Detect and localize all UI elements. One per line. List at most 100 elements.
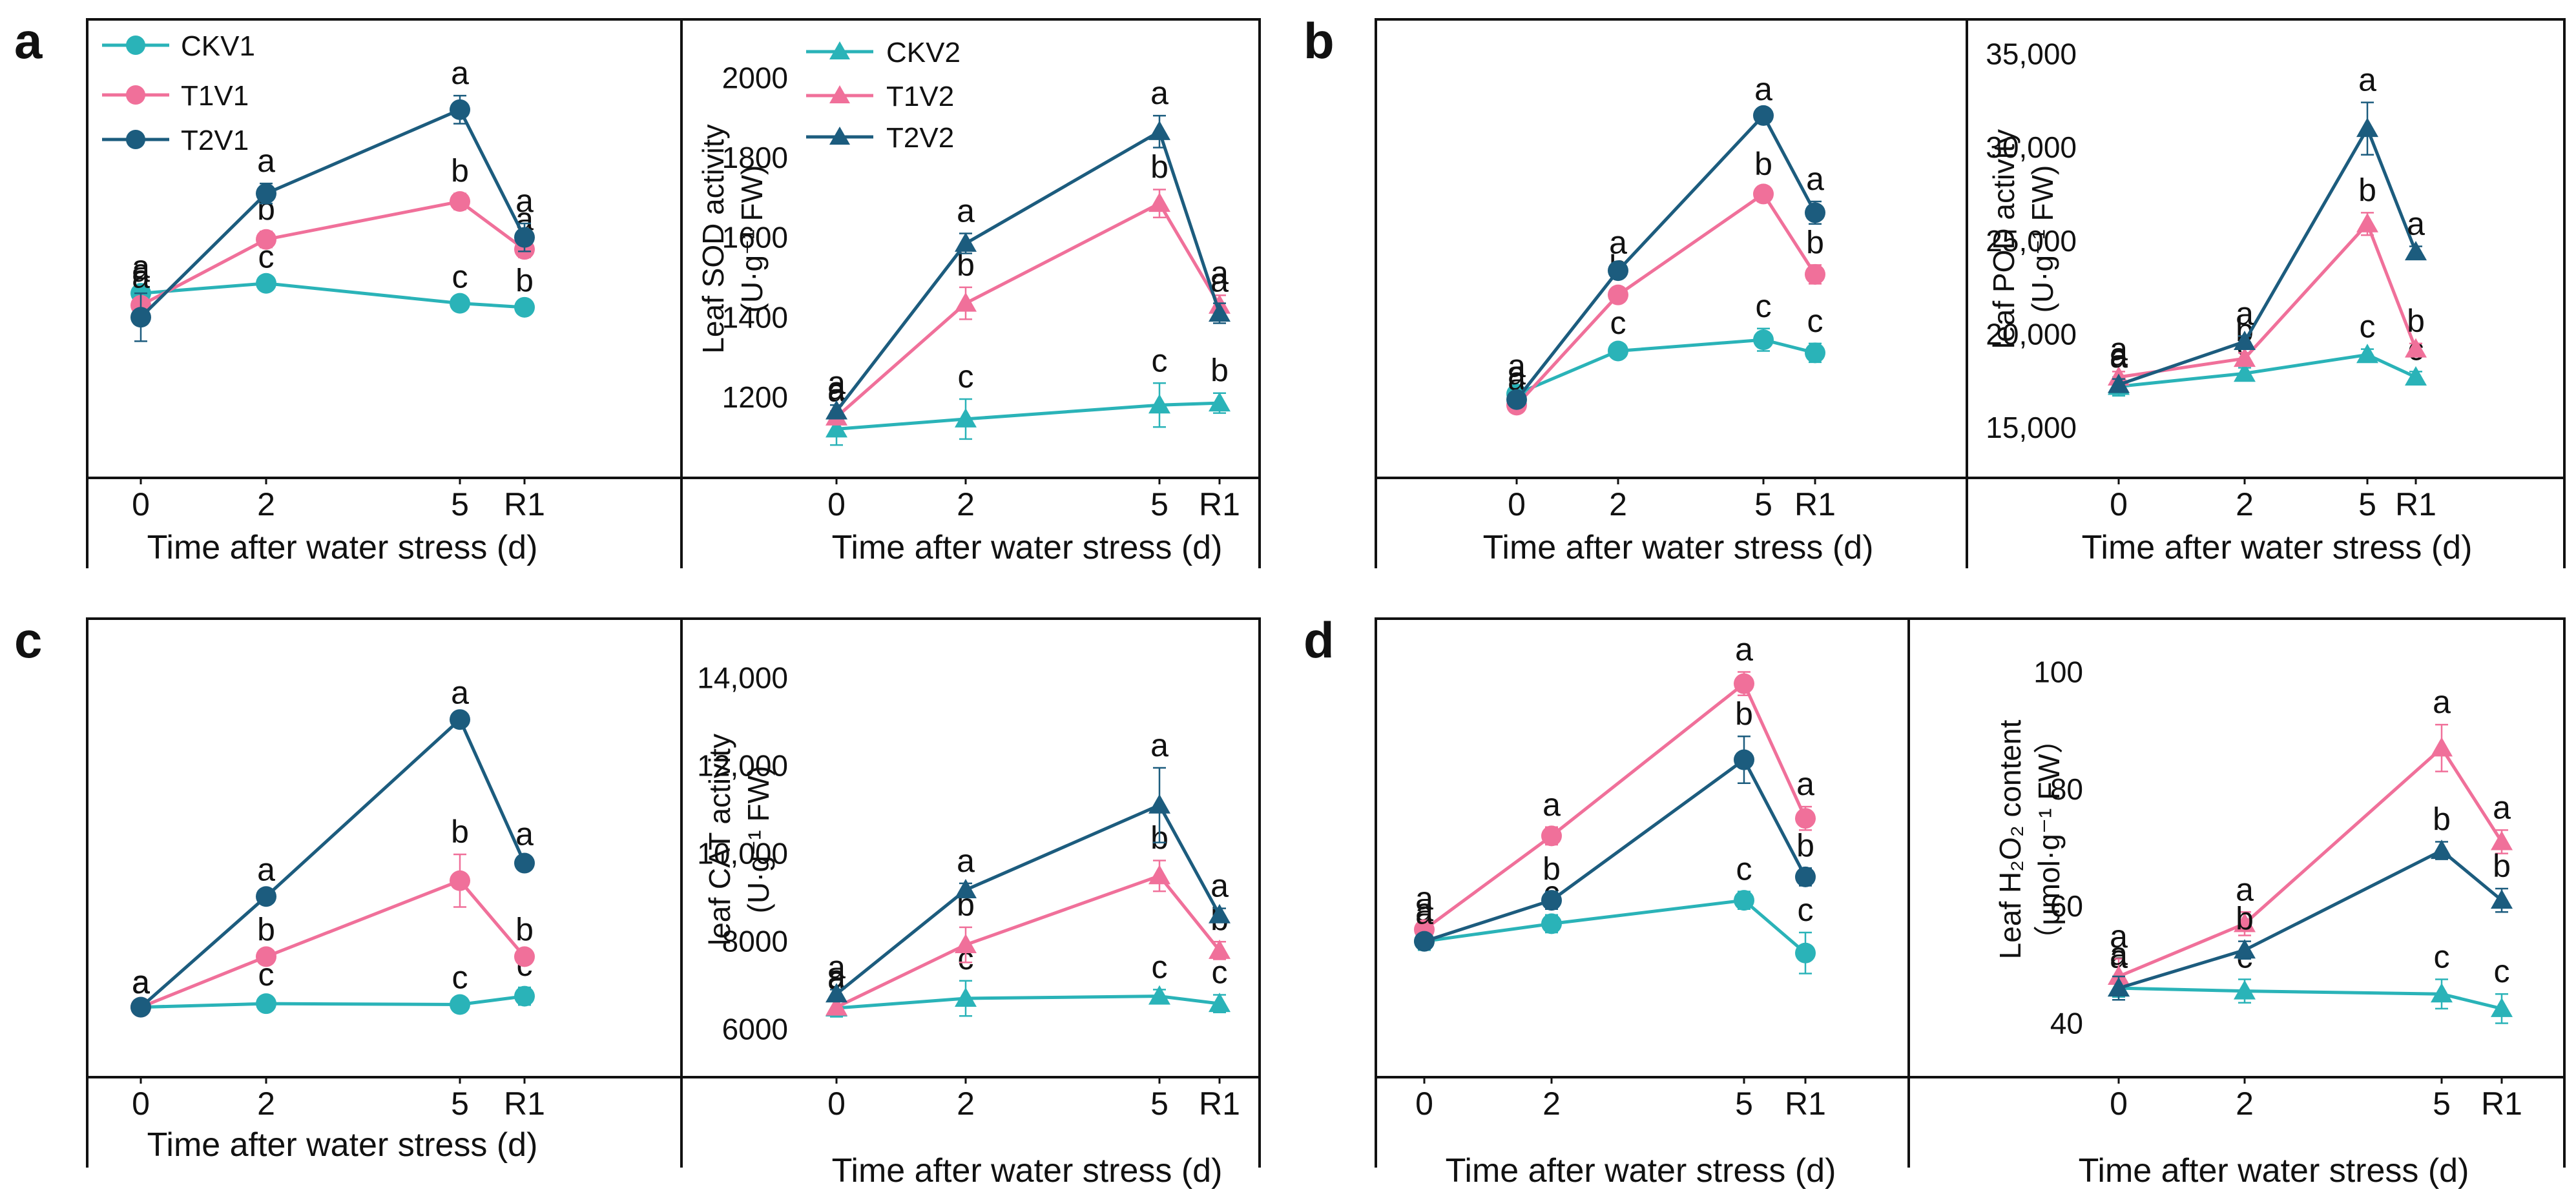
panel-d-point-t2v1 (1734, 749, 1754, 770)
panel-b-sig-letter-t2v1: a (1508, 355, 1526, 391)
panel-a-left-xtick-label: R1 (504, 486, 545, 522)
panel-b-right-xtick-label: 0 (2110, 486, 2128, 522)
panel-a-sig-letter-ckv2: c (958, 358, 974, 395)
panel-c-series-line-t2v1 (140, 717, 526, 1009)
panel-c-frame (86, 617, 1261, 1078)
panel-c-right-plot: 025R1acccabbbaaaa (826, 727, 1240, 1122)
legend-label-t2v1: T2V1 (181, 125, 249, 156)
panel-d-point-t2v2 (2491, 889, 2513, 909)
panel-c-right-xtick-label: 2 (957, 1086, 975, 1122)
panel-c-right-xtick-label: R1 (1199, 1086, 1240, 1122)
panel-d-sig-letter-t2v2: a (2110, 936, 2128, 972)
panel-c-point-ckv1 (450, 994, 470, 1015)
legend-label-ckv1: CKV1 (181, 30, 255, 62)
legend-v1: CKV1 T1V1 T2V1 (102, 30, 255, 156)
panel-d-point-ckv2 (2491, 997, 2513, 1017)
panel-d-frame (1375, 617, 2566, 1078)
panel-b-ytick-label: 30,000 (1986, 130, 2077, 164)
panel-a-point-t2v1 (450, 99, 470, 120)
panel-d-sig-letter-t1v1: a (1735, 632, 1753, 668)
panel-d-left-xtick-label: 0 (1415, 1086, 1433, 1122)
panel-b-point-ckv2 (2405, 366, 2427, 386)
panel-b-point-t1v2 (2356, 212, 2378, 232)
panel-c-point-t1v2 (955, 934, 977, 954)
panel-d-sig-letter-t1v2: a (2110, 918, 2128, 954)
panel-a-sig-letter-t2v1: a (515, 183, 534, 219)
panel-b-point-t2v2 (2405, 241, 2427, 261)
panel-d-series-line-t2v1 (1424, 757, 1807, 943)
panel-a-right-xtick-label: R1 (1199, 486, 1240, 522)
panel-b-sig-letter-t1v2: b (2407, 303, 2425, 339)
panel-d-point-t2v2 (2431, 840, 2453, 860)
panel-c-ylabel-main: leaf CAT activity (703, 734, 736, 945)
panel-d-sig-letter-t2v1: a (1415, 895, 1433, 931)
panel-b-left-xtick-label: R1 (1794, 486, 1836, 522)
panel-d-series-line-t1v2 (2118, 745, 2504, 978)
panel-a-sig-letter-t2v1: a (132, 253, 150, 289)
panel-a-yaxis: 1200 1400 1600 1800 2000 (722, 61, 788, 414)
panel-d-sig-letter-t2v1: b (1796, 827, 1814, 863)
legend-label-ckv2: CKV2 (886, 37, 961, 68)
panel-c-ylabel-unit: (U·g⁻¹ FW) (742, 766, 775, 914)
panel-a-frame (86, 18, 1261, 479)
panel-d-point-ckv2 (2431, 983, 2453, 1003)
panel-a-sig-letter-t1v1: a (132, 258, 150, 294)
panel-a-point-t2v1 (256, 183, 276, 204)
panel-b-sig-letter-ckv1: a (1508, 347, 1526, 384)
panel-d-point-t1v2 (2491, 830, 2513, 851)
panel-a-point-ckv2 (1148, 394, 1170, 414)
panel-b-left-xtick-label: 0 (1508, 486, 1526, 522)
panel-c-sig-letter-t2v1: a (132, 964, 150, 1000)
panel-b-point-t2v1 (1608, 260, 1628, 282)
panel-a-sig-letter-t1v1: b (451, 153, 469, 189)
panel-b-series-line-t2v1 (1515, 112, 1817, 401)
panel-c-series-line-t2v2 (835, 803, 1221, 996)
panel-a-ytick-label: 1800 (722, 141, 788, 174)
panel-c-point-ckv1 (256, 993, 276, 1015)
legend-item-ckv2: CKV2 (806, 37, 961, 68)
panel-d-sig-letter-t2v1: b (1735, 696, 1753, 732)
panel-c-point-ckv2 (1209, 993, 1231, 1013)
panel-c-point-t1v2 (1209, 939, 1231, 959)
panel-b-sig-letter-ckv1: c (1756, 288, 1772, 324)
panel-b-sig-letter-t2v1: a (1609, 224, 1627, 260)
panel-b-point-t2v1 (1805, 202, 1825, 223)
panel-d-left-xtick-label: 2 (1542, 1086, 1561, 1122)
panel-d-left-plot: 025R1acccaaaaabbb (1414, 632, 1826, 1122)
legend-item-t1v1: T1V1 (102, 80, 249, 112)
panel-d-ytick-label: 60 (2050, 889, 2083, 923)
panel-a-ytick-label: 1200 (722, 380, 788, 414)
panel-a-sig-letter-t2v1: a (257, 143, 275, 179)
panel-c-ytick-label: 8000 (722, 925, 788, 958)
panel-b-series-line-t1v2 (2118, 221, 2418, 379)
legend-marker-ckv1 (126, 36, 145, 55)
panel-b-left-plot: 025R1acccabbbaaaa (1506, 71, 1836, 522)
panel-a-left-xtick-label: 2 (257, 486, 275, 522)
panel-d-right-xlabel: Time after water stress (d) (2079, 1152, 2469, 1190)
panel-d-sig-letter-t1v2: a (2493, 789, 2511, 825)
panel-b-series-line-t1v1 (1515, 191, 1817, 407)
panel-c-sig-letter-ckv1: a (132, 964, 150, 1000)
panel-d-sig-letter-t2v2: b (2493, 848, 2511, 884)
panel-b-point-t2v2 (2356, 118, 2378, 138)
panel-c-right-xlabel: Time after water stress (d) (832, 1152, 1223, 1190)
panel-c-point-ckv2 (1148, 985, 1170, 1005)
panel-a-right-xlabel: Time after water stress (d) (832, 529, 1223, 566)
panel-b-point-t2v1 (1506, 389, 1527, 410)
panel-c-sig-letter-t2v1: a (515, 816, 534, 852)
panel-b-sig-letter-t1v2: a (2110, 331, 2128, 367)
panel-d-sig-letter-t1v1: a (1542, 787, 1561, 823)
panel-d-point-t1v2 (2108, 965, 2130, 985)
panel-c-left-xtick-label: R1 (504, 1086, 545, 1122)
panel-c-point-t2v2 (1148, 794, 1170, 814)
panel-b-point-t2v2 (2234, 331, 2256, 351)
panel-d-right-xtick-label: 2 (2236, 1086, 2254, 1122)
panel-d-sig-letter-t2v1: b (1542, 851, 1561, 887)
panel-c-left-xtick-label: 5 (451, 1086, 469, 1122)
panel-c-ytick-label: 6000 (722, 1013, 788, 1046)
panel-a-left-xtick-label: 0 (132, 486, 150, 522)
panel-d-sig-letter-t1v2: a (2236, 871, 2254, 907)
panel-a-ylabel-unit: (U·g⁻¹ FW) (735, 165, 769, 313)
panel-c: c 025R1acccabbbaaaa 025R1acccabbbaaaa 60… (14, 612, 1261, 1190)
